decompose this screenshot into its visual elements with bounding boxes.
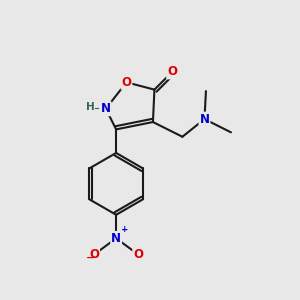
- Text: O: O: [167, 65, 177, 79]
- Text: N: N: [111, 232, 121, 245]
- Text: H: H: [86, 102, 95, 112]
- Text: O: O: [89, 248, 99, 261]
- Text: −: −: [86, 253, 95, 263]
- Text: N: N: [101, 102, 111, 115]
- Text: +: +: [121, 225, 129, 234]
- Text: N: N: [200, 112, 209, 126]
- Text: O: O: [122, 76, 131, 89]
- Text: O: O: [133, 248, 143, 261]
